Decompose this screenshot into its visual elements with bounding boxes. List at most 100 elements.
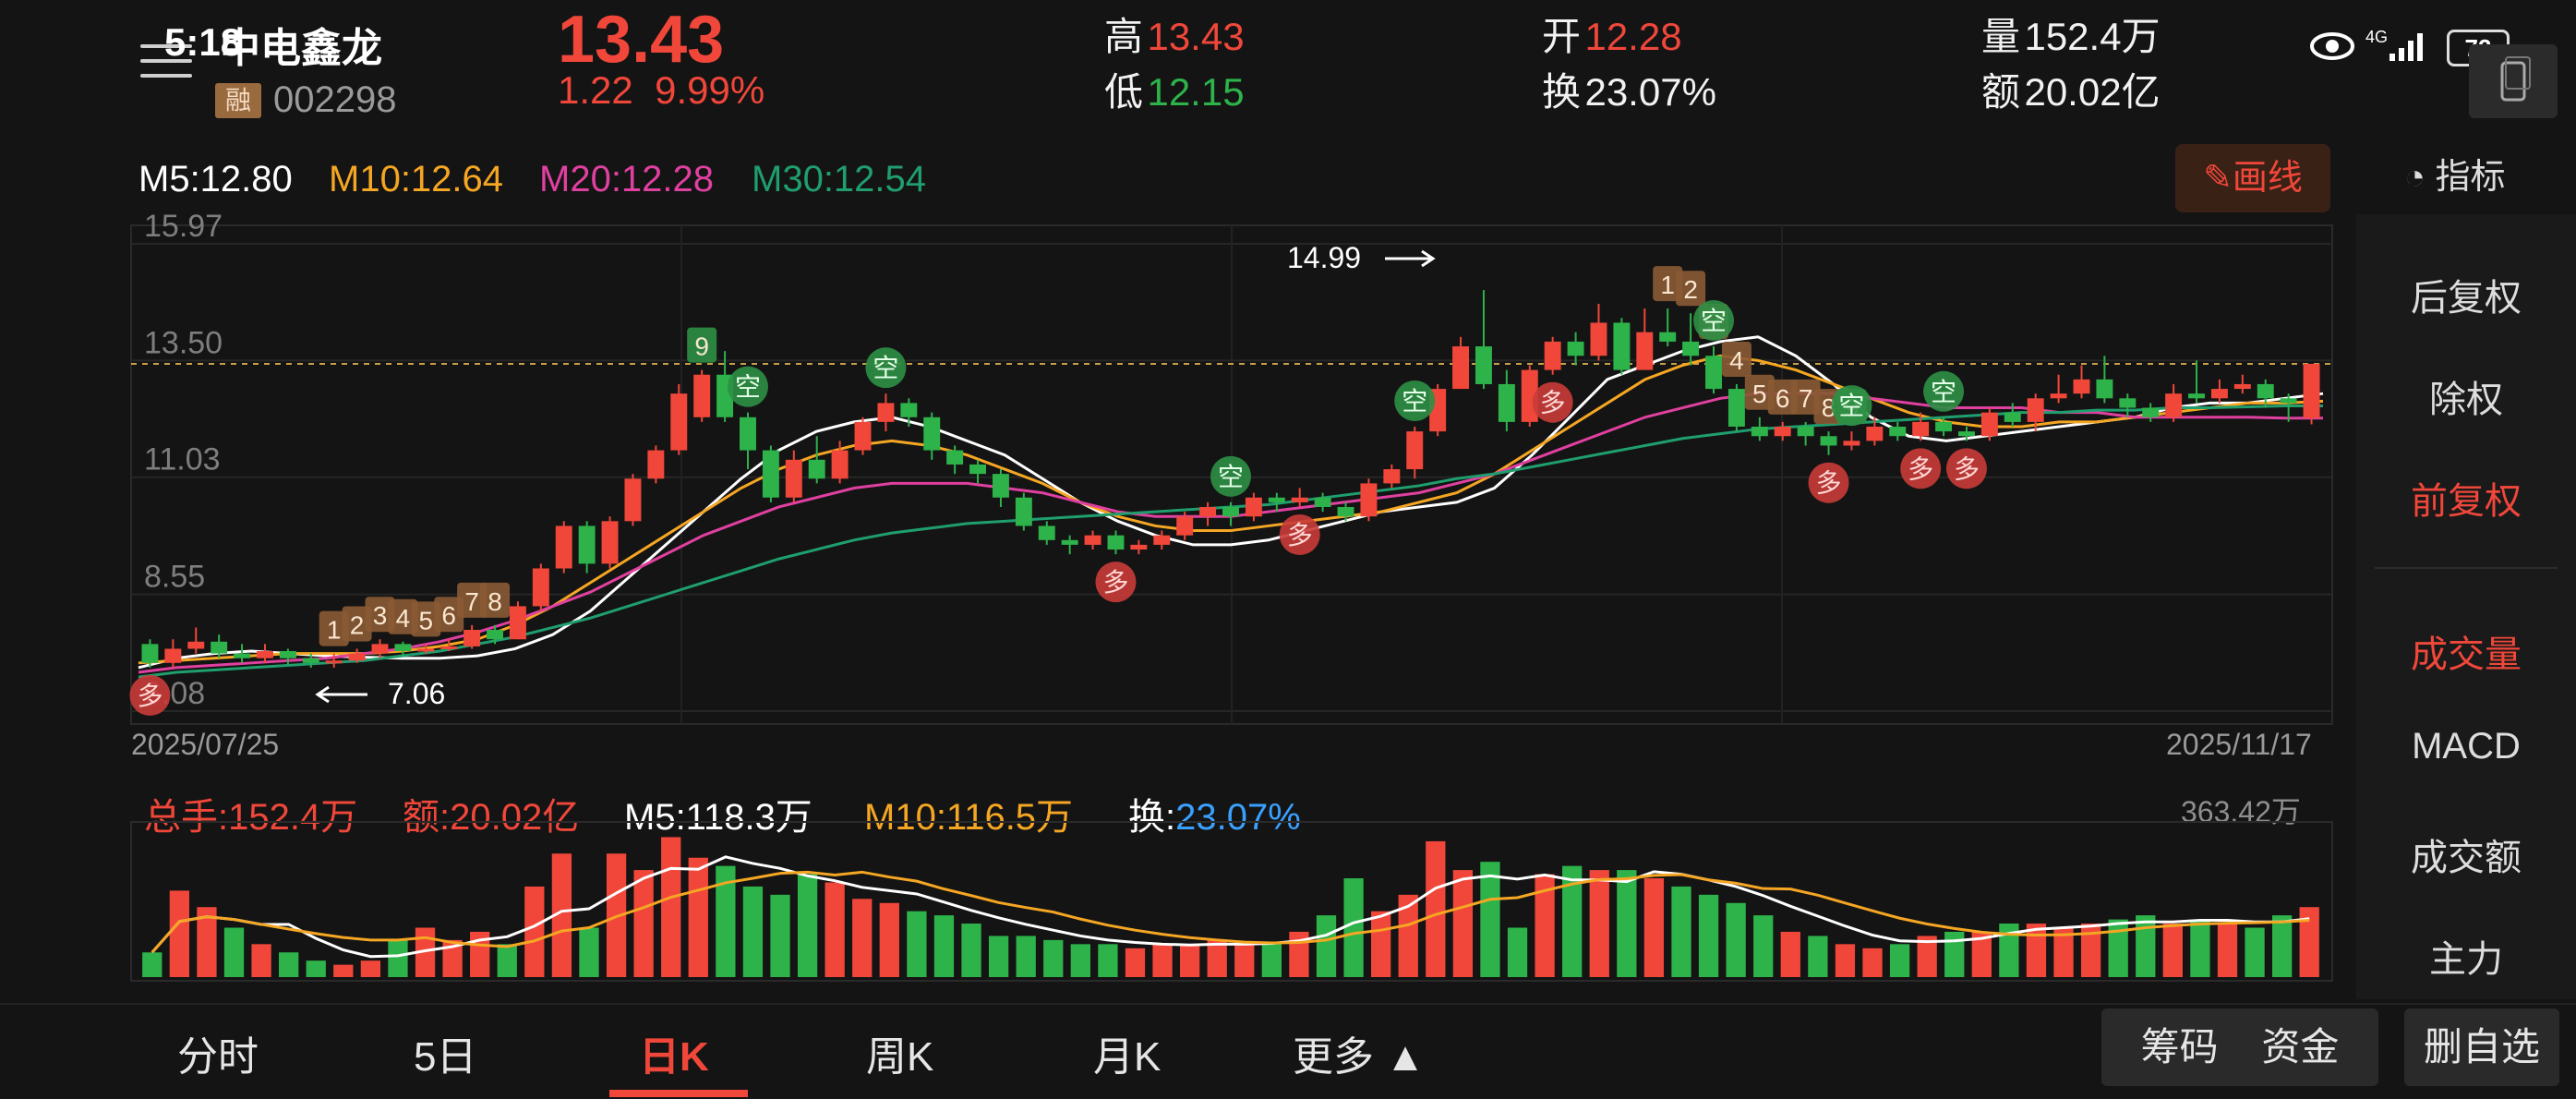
candle-body (647, 450, 665, 479)
ma10-legend: M10:12.64 (329, 159, 504, 199)
candle-body (234, 653, 251, 658)
volume-bar (1589, 870, 1609, 977)
signal-marker: 多 (1808, 462, 1849, 503)
price-change: 1.22 9.99% (558, 68, 764, 113)
min-price-label: 7.06 (388, 677, 445, 710)
volume-bar (1808, 936, 1828, 977)
volume-frame (130, 821, 2333, 982)
signal-marker: 7 (1790, 379, 1821, 415)
change-pct: 9.99% (655, 68, 765, 112)
sidebar-item-volume[interactable]: 成交量 (2411, 634, 2522, 675)
current-price: 13.43 (558, 3, 725, 77)
stat-volume-value: 152.4万 (2024, 15, 2161, 58)
tab-5day[interactable]: 5日 (414, 1034, 477, 1080)
candle-body (877, 403, 895, 422)
volume-bar (360, 960, 381, 977)
stat-volume-label: 量 (1981, 15, 2021, 58)
menu-icon[interactable] (140, 44, 192, 85)
chips-button[interactable]: 筹码 (2140, 1025, 2219, 1069)
candle-body (394, 644, 412, 652)
candle-body (1682, 341, 1700, 356)
sidebar-divider (2375, 567, 2558, 569)
volume-chart[interactable] (0, 776, 2345, 997)
kline-candles (141, 290, 2320, 668)
signal-marker-label: 多 (1908, 454, 1933, 483)
signal-marker-label: 9 (694, 332, 709, 361)
tab-more[interactable]: 更多 ▲ (1293, 1034, 1426, 1080)
volume-bar (1889, 944, 1910, 977)
indicator-button[interactable]: ◔ 指标 (2404, 148, 2506, 199)
volume-bar (2190, 919, 2210, 977)
candle-body (1912, 421, 1930, 437)
volume-bar (169, 890, 190, 977)
signal-marker-label: 空 (1402, 387, 1427, 416)
tab-intraday[interactable]: 分时 (177, 1034, 259, 1080)
device-switch-icon[interactable] (2469, 44, 2558, 118)
volume-bar (933, 915, 955, 977)
tab-weekly[interactable]: 周K (866, 1034, 934, 1080)
sidebar-item-ex-rights[interactable]: 除权 (2429, 380, 2503, 420)
signal-marker-label: 空 (873, 354, 898, 382)
candle-body (1268, 497, 1285, 502)
candle-body (1705, 356, 1722, 390)
max-price-label: 14.99 (1287, 241, 1361, 274)
signal-marker: 1 (1653, 266, 1683, 302)
candle-body (740, 417, 756, 451)
tab-daily[interactable]: 日K (639, 1034, 709, 1080)
volume-bar (2108, 919, 2128, 977)
candle-body (1751, 427, 1768, 437)
volume-bar (1643, 878, 1665, 977)
candle-body (854, 421, 872, 451)
stat-low: 低 12.15 (1104, 61, 1245, 117)
sidebar-item-main-force[interactable]: 主力 (2429, 939, 2503, 980)
signal-marker: 空 (727, 366, 768, 407)
stat-turnover-label: 换 (1542, 70, 1582, 114)
funds-button[interactable]: 资金 (2261, 1025, 2340, 1069)
signal-marker-label: 3 (373, 601, 388, 630)
candle-body (371, 644, 389, 654)
candle-body (302, 658, 319, 663)
volume-bar (497, 944, 517, 977)
signal-marker: 空 (1923, 370, 1965, 412)
candle-body (487, 630, 503, 640)
signal-marker: 5 (1744, 374, 1775, 410)
volume-bar (742, 886, 764, 977)
draw-line-button[interactable]: ✎画线 (2175, 144, 2330, 212)
volume-bar (797, 874, 818, 977)
active-tab-indicator (609, 1090, 748, 1097)
signal-marker-label: 4 (1729, 346, 1744, 375)
signal-marker: 5 (411, 601, 441, 637)
candle-body (2027, 398, 2044, 422)
signal-marker: 6 (1767, 379, 1798, 415)
volume-bar (1780, 931, 1800, 977)
candle-body (1567, 341, 1584, 356)
signal-marker-label: 5 (419, 606, 434, 634)
volume-bar (1671, 886, 1691, 977)
tab-monthly[interactable]: 月K (1093, 1034, 1162, 1080)
volume-bar (1726, 902, 1746, 977)
volume-bar (2299, 907, 2319, 977)
sidebar-item-pre-adjust[interactable]: 前复权 (2411, 481, 2522, 522)
candle-body (509, 606, 526, 640)
volume-bar (633, 870, 654, 977)
volume-bar (2217, 924, 2238, 977)
candle-body (785, 459, 802, 498)
sidebar-item-macd[interactable]: MACD (2412, 726, 2521, 767)
volume-bar (1944, 931, 1965, 977)
signal-marker: 空 (1394, 380, 1436, 421)
sidebar-item-amount[interactable]: 成交额 (2411, 838, 2522, 878)
candle-body (1498, 383, 1515, 422)
volume-bar (1371, 911, 1391, 977)
candle-body (1935, 421, 1953, 432)
candle-body (257, 651, 273, 658)
sidebar-item-post-adjust[interactable]: 后复权 (2411, 278, 2522, 319)
signal-marker: 2 (342, 606, 372, 642)
volume-bar (1999, 924, 2019, 977)
stat-high-label: 高 (1104, 15, 1144, 58)
remove-watchlist-button[interactable]: 删自选 (2404, 1008, 2559, 1086)
signal-marker: 多 (1945, 448, 1987, 489)
candle-body (992, 474, 1009, 498)
signal-marker-label: 1 (327, 616, 342, 645)
candle-body (2303, 363, 2320, 418)
